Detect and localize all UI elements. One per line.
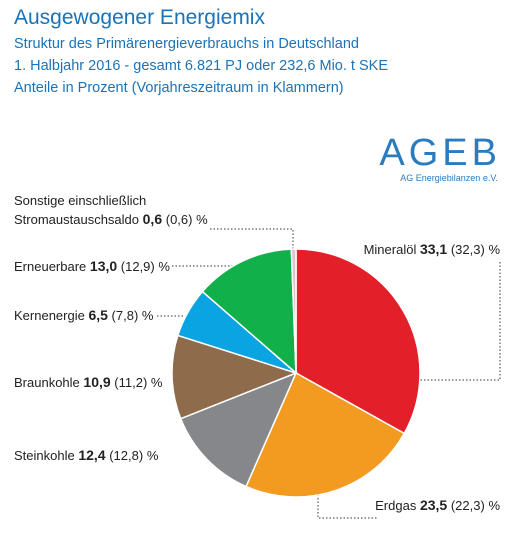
- value-group: 0,6 (0,6) %: [142, 211, 208, 227]
- pie-slice: [201, 248, 297, 375]
- unit-label: %: [196, 212, 208, 227]
- value-group: 10,9 (11,2) %: [83, 374, 163, 390]
- previous-value-label: (12,9): [120, 259, 155, 274]
- unit-label: %: [146, 448, 159, 463]
- previous-value-label: (0,6): [165, 212, 193, 227]
- slice-label: Erneuerbare 13,0 (12,9) %: [14, 257, 170, 276]
- category-label: Erneuerbare: [14, 259, 87, 274]
- unit-label: %: [488, 242, 500, 257]
- category-label: Erdgas: [375, 498, 417, 513]
- value-label: 23,5: [419, 497, 448, 513]
- unit-label: %: [488, 498, 500, 513]
- value-group: 13,0 (12,9) %: [89, 258, 170, 274]
- unit-label: %: [158, 259, 170, 274]
- slice-label: Erdgas 23,5 (22,3) %: [375, 496, 500, 515]
- pie-slice: [171, 334, 299, 420]
- previous-value-label: (32,3): [450, 242, 485, 257]
- value-label: 33,1: [419, 241, 448, 257]
- value-group: 6,5 (7,8) %: [88, 307, 154, 323]
- slice-label: Sonstige einschließlich Stromaustauschsa…: [14, 191, 229, 229]
- category-label: Steinkohle: [14, 448, 75, 463]
- category-label: Sonstige einschließlich Stromaustauschsa…: [14, 193, 147, 227]
- unit-label: %: [141, 308, 154, 323]
- value-label: 0,6: [142, 211, 163, 227]
- leader-line: [415, 262, 501, 381]
- leader-line: [317, 470, 378, 519]
- logo-subtitle: AG Energiebilanzen e.V.: [400, 173, 498, 183]
- chart-title: Ausgewogener Energiemix: [14, 6, 265, 29]
- value-label: 12,4: [78, 447, 106, 463]
- slice-label: Braunkohle 10,9 (11,2) %: [14, 373, 162, 392]
- logo-title: AGEB: [379, 132, 501, 174]
- slice-label: Kernenergie 6,5 (7,8) %: [14, 306, 153, 325]
- category-label: Kernenergie: [14, 308, 85, 323]
- previous-value-label: (7,8): [111, 308, 139, 323]
- category-label: Braunkohle: [14, 375, 80, 390]
- pie-slice: [245, 371, 406, 498]
- subtitle: Anteile in Prozent (Vorjahreszeitraum in…: [14, 80, 344, 96]
- value-group: 33,1 (32,3) %: [419, 241, 500, 257]
- value-label: 13,0: [89, 258, 118, 274]
- previous-value-label: (12,8): [109, 448, 144, 463]
- leader-line: [210, 228, 294, 250]
- value-group: 23,5 (22,3) %: [419, 497, 500, 513]
- value-group: 12,4 (12,8) %: [78, 447, 159, 463]
- slice-label: Mineralöl 33,1 (32,3) %: [364, 240, 500, 259]
- pie-slice: [295, 248, 421, 435]
- unit-label: %: [150, 375, 163, 390]
- pie-slice: [179, 371, 298, 488]
- subtitle: 1. Halbjahr 2016 - gesamt 6.821 PJ oder …: [14, 58, 388, 74]
- previous-value-label: (22,3): [450, 498, 485, 513]
- value-label: 10,9: [83, 374, 111, 390]
- pie-slice: [290, 248, 297, 374]
- subtitle: Struktur des Primärenergieverbrauchs in …: [14, 36, 359, 52]
- slice-label: Steinkohle 12,4 (12,8) %: [14, 446, 158, 465]
- category-label: Mineralöl: [363, 242, 417, 257]
- value-label: 6,5: [88, 307, 108, 323]
- previous-value-label: (11,2): [114, 375, 148, 390]
